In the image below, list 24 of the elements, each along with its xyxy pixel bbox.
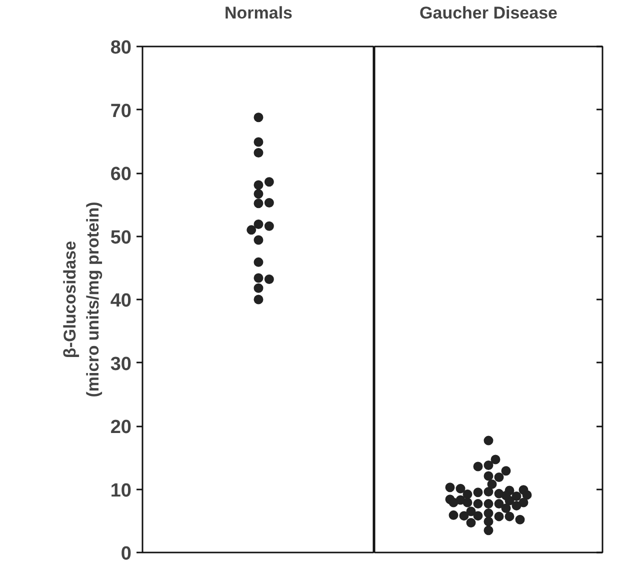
- point: [254, 294, 264, 304]
- y-tick-label: 10: [110, 480, 132, 502]
- y-tick-label: 70: [110, 100, 132, 122]
- point: [254, 273, 264, 283]
- point: [254, 180, 264, 190]
- y-tick-label: 20: [110, 417, 132, 438]
- point: [254, 189, 264, 199]
- y-tick-label: 50: [110, 227, 132, 248]
- point: [254, 137, 264, 147]
- point: [254, 235, 264, 245]
- y-tick-label: 80: [110, 38, 132, 58]
- y-tick-label: 0: [120, 544, 132, 564]
- point: [254, 112, 264, 122]
- x-tick-label: Gaucher Disease: [420, 4, 558, 22]
- y-axis-title: β-Glucosidase (micro units/mg protein): [60, 202, 102, 398]
- y-tick-label: 60: [110, 164, 132, 185]
- point: [254, 219, 264, 229]
- point: [254, 198, 264, 208]
- y-tick-label: 40: [110, 290, 132, 312]
- point: [254, 148, 264, 158]
- x-tick-label: Normals: [224, 4, 293, 22]
- point: [254, 257, 264, 267]
- point: [254, 283, 264, 293]
- y-tick-label: 30: [110, 354, 132, 375]
